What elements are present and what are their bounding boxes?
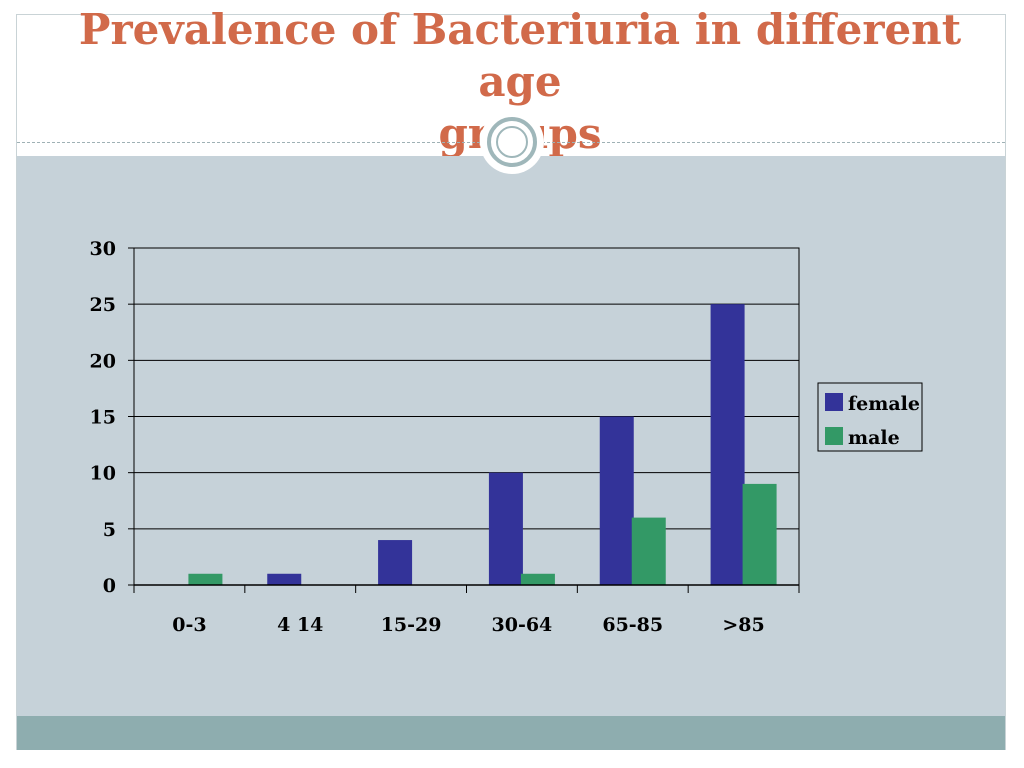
x-tick-label: 65-85 bbox=[602, 614, 663, 636]
bar-male bbox=[188, 573, 223, 585]
legend-label-male: male bbox=[848, 427, 900, 449]
x-tick-label: 4 14 bbox=[277, 614, 323, 636]
bar-male bbox=[520, 573, 555, 585]
footer-band bbox=[17, 716, 1005, 750]
y-tick-label: 0 bbox=[103, 575, 116, 597]
legend-swatch-male bbox=[825, 427, 843, 445]
y-tick-label: 30 bbox=[90, 238, 116, 260]
bar-male bbox=[631, 517, 666, 585]
legend-label-female: female bbox=[848, 393, 920, 415]
y-tick-label: 25 bbox=[90, 294, 116, 316]
x-tick-labels: 0-3 4 14 15-29 30-64 65-85 >85 bbox=[172, 614, 765, 636]
title-line-1: Prevalence of Bacteriuria in different a… bbox=[78, 5, 962, 106]
bar-male bbox=[742, 483, 777, 585]
bar-female bbox=[599, 416, 634, 585]
slide-title: Prevalence of Bacteriuria in different a… bbox=[40, 4, 1000, 160]
bar-female bbox=[267, 573, 302, 585]
legend-box bbox=[817, 382, 923, 452]
bar-female bbox=[378, 540, 413, 585]
grid-lines bbox=[134, 247, 799, 530]
x-tick-label: >85 bbox=[722, 614, 764, 636]
y-tick-label: 5 bbox=[103, 519, 116, 541]
circle-ornament-inner bbox=[496, 126, 528, 158]
y-tick-label: 20 bbox=[90, 350, 116, 372]
y-tick-label: 15 bbox=[90, 407, 116, 429]
legend: female male bbox=[817, 382, 923, 452]
bars bbox=[188, 304, 777, 585]
y-tick-labels: 0 5 10 15 20 25 30 bbox=[90, 238, 116, 597]
y-tick-label: 10 bbox=[90, 463, 116, 485]
bar-female bbox=[488, 472, 523, 585]
legend-swatch-female bbox=[825, 393, 843, 411]
bar-female bbox=[710, 304, 745, 585]
x-tick-label: 0-3 bbox=[172, 614, 206, 636]
x-tick-label: 15-29 bbox=[381, 614, 442, 636]
axes bbox=[128, 247, 800, 593]
x-tick-label: 30-64 bbox=[492, 614, 553, 636]
